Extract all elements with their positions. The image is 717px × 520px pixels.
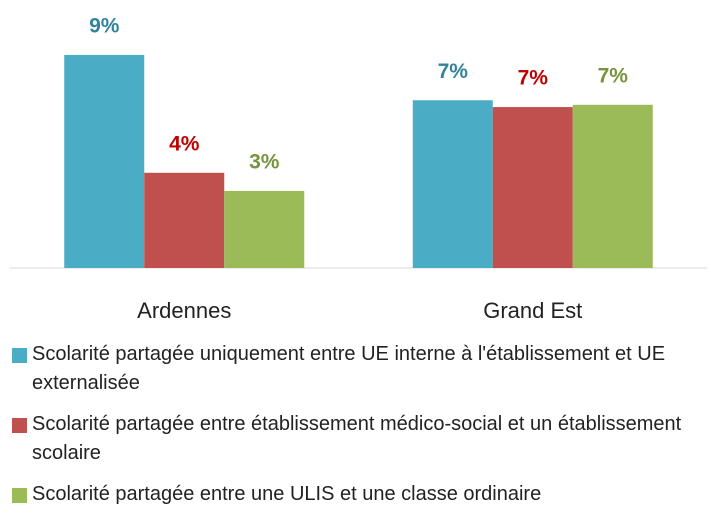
legend-label: Scolarité partagée uniquement entre UE i… <box>32 343 666 394</box>
legend-swatch <box>12 348 27 363</box>
bar <box>224 190 305 268</box>
value-label: 4% <box>169 132 200 155</box>
bar <box>492 107 573 268</box>
value-label: 9% <box>89 14 120 37</box>
value-label: 7% <box>438 60 469 83</box>
bar <box>412 100 493 269</box>
x-tick-label: Ardennes <box>137 298 231 323</box>
bar <box>572 104 653 268</box>
legend-swatch <box>12 488 27 503</box>
legend-item: Scolarité partagée entre établissement m… <box>12 410 702 468</box>
legend: Scolarité partagée uniquement entre UE i… <box>12 340 702 520</box>
bar <box>144 172 225 268</box>
value-label: 3% <box>249 150 280 173</box>
legend-swatch <box>12 418 27 433</box>
legend-label: Scolarité partagée entre établissement m… <box>32 413 682 464</box>
plot: Ardennes 9% 4% 3% Grand Est 7% 7% 7% <box>10 14 707 323</box>
x-tick-label: Grand Est <box>483 298 582 323</box>
legend-item: Scolarité partagée entre une ULIS et une… <box>12 480 702 509</box>
legend-item: Scolarité partagée uniquement entre UE i… <box>12 340 702 398</box>
legend-label: Scolarité partagée entre une ULIS et une… <box>32 483 542 505</box>
bar <box>64 54 145 268</box>
value-label: 7% <box>598 64 629 87</box>
value-label: 7% <box>518 67 549 90</box>
